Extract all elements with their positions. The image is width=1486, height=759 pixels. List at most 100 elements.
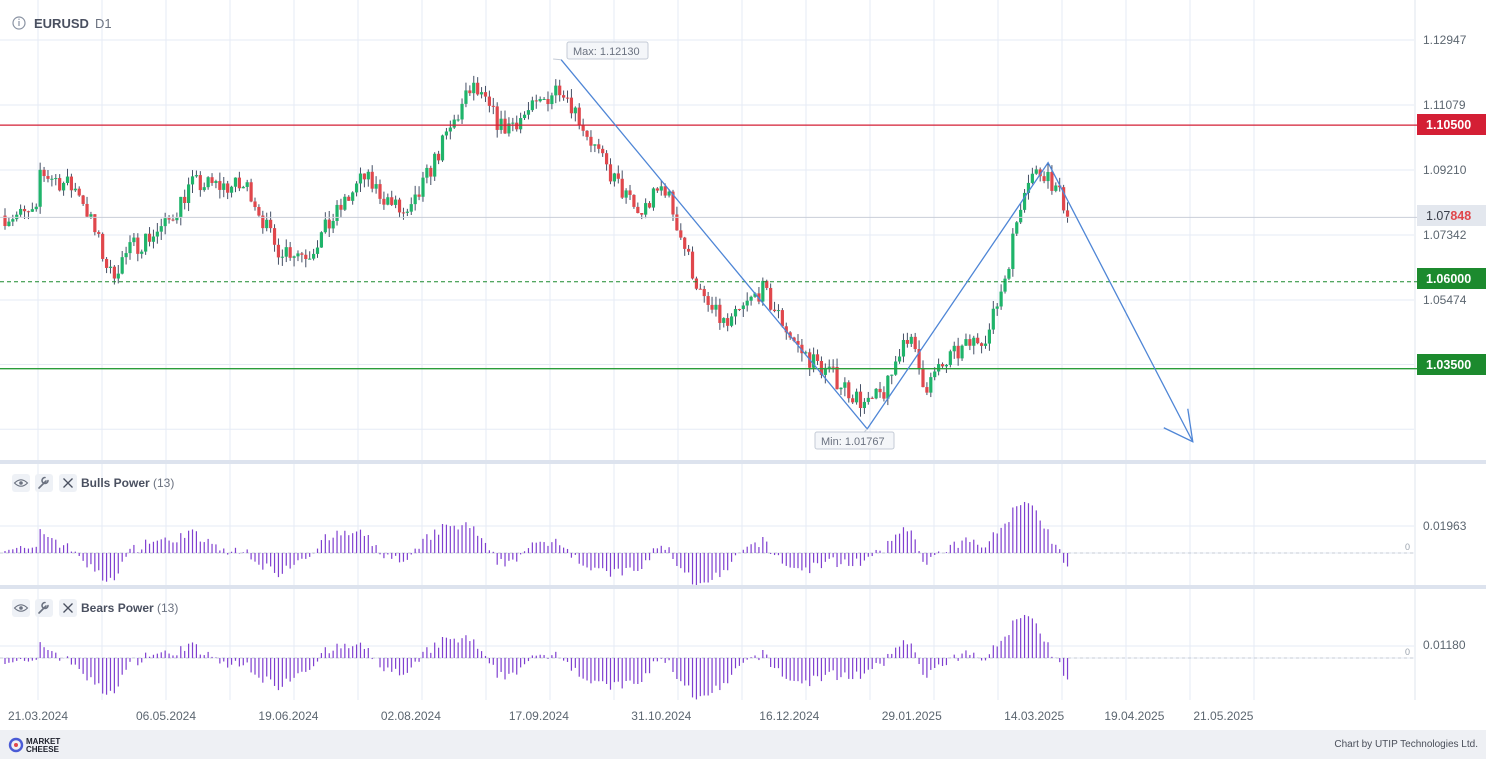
candle-up — [460, 103, 464, 120]
candle-up — [1030, 173, 1034, 183]
candle-down — [300, 253, 304, 255]
candle-up — [11, 219, 15, 222]
candle-up — [983, 343, 988, 346]
candle-up — [108, 266, 113, 268]
candle-down — [93, 214, 97, 233]
bulls-zero-label: 0 — [1405, 542, 1410, 552]
candle-down — [780, 310, 784, 327]
candle-up — [776, 310, 781, 312]
candle-down — [663, 186, 667, 196]
candle-up — [65, 176, 70, 183]
forecast-arrowhead — [1163, 408, 1194, 443]
candle-up — [1015, 222, 1019, 234]
candle-up — [312, 253, 316, 259]
candle-down — [534, 100, 538, 102]
candle-up — [351, 192, 355, 201]
candle-up — [214, 181, 218, 183]
candle-down — [288, 247, 292, 258]
candle-up — [296, 253, 300, 257]
candle-down — [835, 366, 839, 390]
candle-down — [491, 105, 495, 107]
candle-up — [233, 177, 238, 187]
candle-down — [81, 195, 85, 204]
grid-lines — [0, 0, 1416, 700]
x-tick-label: 17.09.2024 — [509, 709, 569, 723]
candle-up — [886, 375, 890, 399]
candle-up — [265, 219, 269, 229]
panel-separator[interactable] — [0, 460, 1486, 464]
candle-up — [452, 119, 456, 128]
candle-down — [878, 388, 882, 393]
candle-up — [827, 366, 831, 368]
candle-up — [522, 114, 527, 119]
candle-down — [253, 201, 257, 208]
candle-down — [905, 339, 909, 344]
candle-down — [765, 280, 769, 288]
close-icon — [63, 478, 73, 488]
target-badge: 1.06000 — [1417, 268, 1486, 289]
bulls-power-title: Bulls Power — [81, 476, 150, 490]
candle-down — [565, 97, 570, 99]
candle-down — [327, 219, 331, 229]
candle-up — [163, 218, 167, 227]
candle-down — [608, 164, 613, 182]
bears-power-period: (13) — [157, 601, 178, 615]
x-tick-label: 19.04.2025 — [1104, 709, 1164, 723]
panel-separator[interactable] — [0, 585, 1486, 589]
candle-down — [694, 278, 699, 289]
candle-up — [538, 99, 542, 102]
candle-up — [499, 118, 503, 130]
candle-up — [413, 194, 417, 205]
candle-down — [382, 198, 386, 205]
candle-down — [702, 289, 706, 297]
candle-up — [862, 401, 866, 409]
candle-up — [358, 173, 363, 184]
candle-down — [226, 183, 230, 193]
max-annotation: Max: 1.12130 — [566, 41, 649, 60]
candle-up — [222, 183, 226, 190]
candle-up — [1034, 169, 1038, 174]
resistance-badge-bg — [1417, 114, 1486, 135]
drawing-layer — [553, 58, 1194, 443]
candle-up — [897, 356, 902, 362]
target-badge-bg — [1417, 268, 1486, 289]
candle-up — [144, 233, 148, 252]
resistance-badge: 1.10500 — [1417, 114, 1486, 135]
candle-down — [104, 258, 109, 268]
eye-icon — [13, 604, 29, 612]
candle-down — [26, 211, 31, 213]
candle-up — [30, 209, 34, 212]
candle-down — [585, 130, 589, 137]
wrench-icon — [38, 601, 49, 614]
candle-down — [515, 122, 519, 130]
current-price-tail: 848 — [1450, 209, 1471, 223]
bears-power-bars — [0, 614, 1414, 700]
eye-icon-pupil — [19, 481, 23, 485]
candle-up — [933, 371, 937, 378]
candle-up — [206, 177, 210, 188]
candle-up — [812, 354, 816, 368]
candle-down — [851, 398, 855, 403]
current-price-badge: 1.07848 — [1417, 205, 1486, 226]
candle-up — [987, 329, 992, 344]
candle-up — [733, 309, 738, 317]
candle-down — [679, 230, 683, 238]
candle-up — [929, 377, 933, 393]
candle-up — [472, 82, 476, 94]
y-tick-label: 1.07342 — [1423, 228, 1467, 242]
candle-down — [347, 196, 351, 201]
info-icon[interactable] — [12, 16, 26, 30]
candle-down — [671, 191, 675, 215]
candle-up — [433, 153, 437, 177]
x-tick-label: 02.08.2024 — [381, 709, 441, 723]
candle-down — [858, 391, 863, 409]
candle-up — [644, 203, 648, 215]
candle-up — [729, 316, 734, 326]
candle-down — [772, 309, 777, 312]
candle-down — [77, 188, 81, 196]
candle-down — [913, 336, 917, 350]
candle-up — [186, 184, 191, 203]
candle-down — [831, 366, 835, 368]
candle-up — [1054, 185, 1058, 191]
